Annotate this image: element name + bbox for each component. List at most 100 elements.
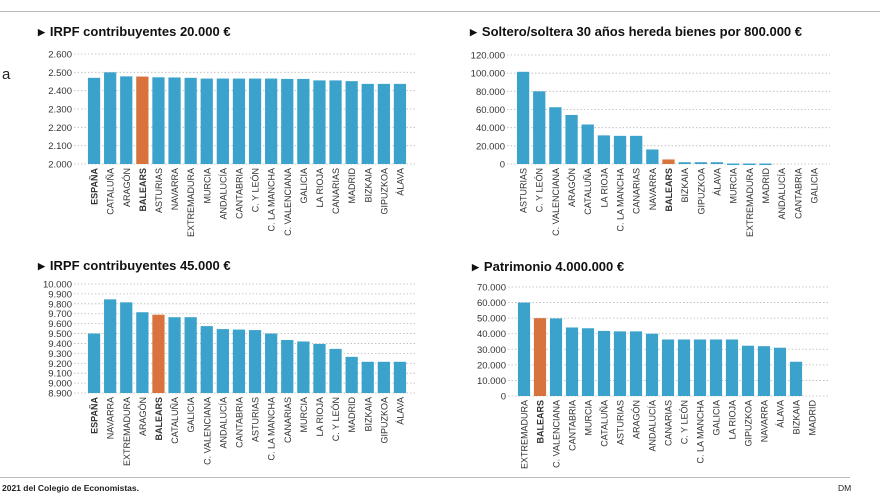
- x-tick-label: ÁLAVA: [776, 400, 786, 428]
- x-tick-label: C. LA MANCHA: [696, 400, 706, 464]
- x-tick-label: BALEARS: [536, 400, 546, 444]
- bar-gipuzkoa: [694, 162, 707, 164]
- x-tick-label: CANARIAS: [664, 400, 674, 446]
- bar-cataluña: [581, 124, 594, 164]
- bar-extremadura: [743, 163, 756, 166]
- bar-españa: [87, 77, 101, 164]
- x-tick-label: LA RIOJA: [315, 168, 325, 208]
- bar-andalucía: [645, 333, 659, 396]
- footer-credit: DM: [838, 483, 852, 493]
- bar-extremadura: [517, 302, 531, 396]
- x-tick-label: GALICIA: [809, 168, 819, 204]
- bar-cantabria: [232, 78, 246, 164]
- cropped-text-fragment: a: [2, 66, 11, 83]
- bar-canarias: [329, 80, 342, 164]
- x-tick-label: C. LA MANCHA: [267, 397, 277, 461]
- bar-galicia: [184, 317, 197, 393]
- x-tick-label: BIZKAIA: [363, 168, 373, 203]
- x-tick-label: ÁLAVA: [395, 397, 405, 425]
- x-tick-label: GALICIA: [186, 397, 196, 433]
- x-tick-label: BIZKAIA: [792, 400, 802, 435]
- bar-c-valenciana: [200, 326, 213, 393]
- bar-c-la-mancha: [613, 135, 627, 164]
- y-tick-label: 2.200: [48, 123, 72, 134]
- triangle-bullet-icon: ▶: [38, 27, 45, 37]
- x-tick-label: C. Y LEÓN: [680, 400, 690, 444]
- x-tick-label: C. Y LEÓN: [331, 397, 341, 441]
- y-tick-label: 2.500: [48, 68, 72, 79]
- x-tick-label: EXTREMADURA: [520, 400, 530, 469]
- bar-balears: [662, 159, 675, 164]
- bar-c-la-mancha: [265, 333, 278, 393]
- y-tick-label: 0: [501, 392, 506, 403]
- bar-álava: [393, 83, 407, 164]
- x-tick-label: C. LA MANCHA: [267, 168, 277, 232]
- triangle-bullet-icon: ▶: [472, 262, 479, 272]
- x-tick-label: BALEARS: [138, 168, 148, 212]
- bar-navarra: [168, 77, 181, 164]
- bar-canarias: [661, 339, 675, 396]
- bar-álava: [710, 162, 724, 164]
- bar-la-rioja: [313, 80, 326, 164]
- bar-c-valenciana: [549, 318, 563, 396]
- y-tick-label: 8.900: [48, 389, 72, 400]
- bar-andalucía: [216, 78, 229, 164]
- x-tick-label: BIZKAIA: [680, 168, 690, 203]
- x-tick-label: CANTABRIA: [568, 400, 578, 451]
- x-tick-label: ANDALUCÍA: [218, 397, 228, 449]
- x-tick-label: GIPUZKOA: [744, 400, 754, 447]
- bar-españa: [87, 333, 101, 393]
- bar-extremadura: [120, 302, 133, 393]
- x-tick-label: ARAGÓN: [567, 168, 577, 207]
- x-tick-label: MADRID: [761, 168, 771, 204]
- x-tick-label: NAVARRA: [648, 168, 658, 210]
- y-tick-label: 50.000: [477, 314, 506, 325]
- y-tick-label: 2.400: [48, 86, 72, 97]
- y-tick-label: 9.600: [48, 319, 72, 330]
- y-tick-label: 60.000: [476, 105, 505, 116]
- x-tick-label: GALICIA: [299, 168, 309, 204]
- x-tick-label: MADRID: [347, 397, 357, 433]
- bar-la-rioja: [597, 135, 611, 164]
- bar-murcia: [726, 163, 740, 166]
- y-tick-label: 30.000: [477, 345, 506, 356]
- x-tick-label: CATALUÑA: [106, 168, 116, 215]
- x-tick-label: C. VALENCIANA: [552, 400, 562, 468]
- bar-galicia: [297, 78, 310, 164]
- x-tick-label: GIPUZKOA: [379, 397, 389, 444]
- x-tick-label: ARAGÓN: [122, 168, 132, 207]
- x-tick-label: LA RIOJA: [728, 400, 738, 440]
- bar-c-y-león: [248, 78, 262, 164]
- x-tick-label: CATALUÑA: [600, 400, 610, 447]
- x-tick-label: MURCIA: [299, 397, 309, 433]
- bar-madrid: [345, 81, 358, 164]
- y-tick-label: 9.500: [48, 329, 72, 340]
- bar-asturias: [248, 330, 262, 393]
- y-tick-label: 70.000: [477, 283, 506, 294]
- bar-c-la-mancha: [265, 78, 278, 164]
- x-tick-label: C. VALENCIANA: [202, 397, 212, 465]
- chart-title-text: IRPF contribuyentes 20.000 €: [49, 24, 231, 39]
- y-tick-label: 20.000: [477, 360, 506, 371]
- bar-balears: [152, 314, 165, 393]
- y-tick-label: 2.000: [48, 160, 72, 171]
- chart-title-herencia: ▶ Soltero/soltera 30 años hereda bienes p…: [470, 24, 802, 39]
- top-divider: [0, 11, 880, 12]
- bar-la-rioja: [725, 339, 739, 396]
- y-tick-label: 9.900: [48, 289, 72, 300]
- x-tick-label: EXTREMADURA: [122, 397, 132, 466]
- y-tick-label: 20.000: [476, 141, 505, 152]
- bar-bizkaia: [789, 361, 803, 396]
- x-tick-label: C. VALENCIANA: [283, 168, 293, 236]
- bar-aragón: [136, 312, 149, 393]
- x-tick-label: C. Y LEÓN: [251, 168, 261, 212]
- bar-cantabria: [565, 327, 579, 396]
- footer-source: 2021 del Colegio de Economistas.: [2, 483, 139, 493]
- x-tick-label: ARAGÓN: [138, 397, 148, 436]
- bar-c-valenciana: [549, 107, 562, 164]
- x-tick-label: GIPUZKOA: [696, 168, 706, 215]
- y-tick-label: 100.000: [471, 69, 505, 80]
- bar-bizkaia: [361, 361, 374, 393]
- x-tick-label: BALEARS: [154, 397, 164, 441]
